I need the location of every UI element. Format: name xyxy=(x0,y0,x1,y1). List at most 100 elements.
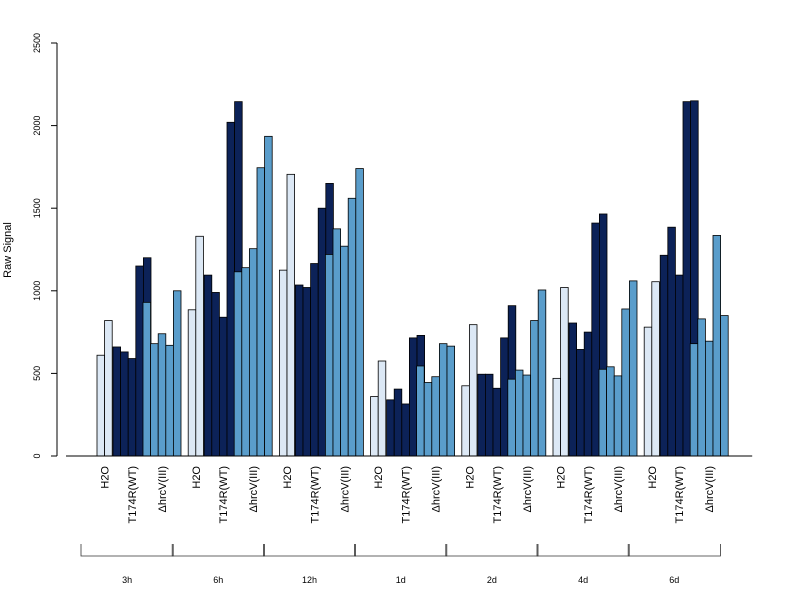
condition-label: T174R(WT) xyxy=(127,466,139,523)
time-brackets: 3h 6h 12h 1d 2d 4d 6d xyxy=(80,544,721,585)
condition-label: H2O xyxy=(191,466,203,489)
bar xyxy=(697,318,706,457)
condition-label: T174R(WT) xyxy=(583,466,595,523)
bar xyxy=(355,168,364,457)
bar xyxy=(629,280,638,457)
condition-label: ΔhrcV(III) xyxy=(522,466,534,512)
bar xyxy=(157,333,167,457)
bar xyxy=(689,343,699,457)
bar xyxy=(386,399,395,457)
bar xyxy=(401,403,410,457)
bar xyxy=(393,388,403,457)
bar xyxy=(720,315,729,457)
bar xyxy=(150,343,159,457)
condition-label: ΔhrcV(III) xyxy=(248,466,260,512)
bar xyxy=(211,292,220,457)
bar xyxy=(431,376,440,457)
bar xyxy=(576,349,585,457)
condition-label: T174R(WT) xyxy=(674,466,686,523)
y-tick-label: 2000 xyxy=(32,116,42,136)
time-bracket xyxy=(263,544,356,557)
bar xyxy=(302,287,311,457)
condition-label: T174R(WT) xyxy=(309,466,321,523)
bar xyxy=(317,207,327,457)
condition-label: ΔhrcV(III) xyxy=(613,466,625,512)
bar xyxy=(583,331,593,457)
bar xyxy=(112,346,121,457)
bar xyxy=(96,354,105,457)
bar xyxy=(127,358,137,457)
bar xyxy=(675,274,684,457)
condition-label: ΔhrcV(III) xyxy=(339,466,351,512)
condition-label: T174R(WT) xyxy=(401,466,413,523)
bar xyxy=(461,385,470,457)
bar xyxy=(484,373,494,457)
bar xyxy=(310,263,319,457)
bar xyxy=(659,254,669,457)
bar xyxy=(172,290,182,457)
y-tick-label: 0 xyxy=(32,453,42,458)
bar xyxy=(591,222,600,457)
bar xyxy=(408,337,418,457)
bar xyxy=(218,316,228,457)
time-bracket xyxy=(536,544,630,557)
time-bracket xyxy=(354,544,448,557)
bar xyxy=(241,267,250,457)
bar xyxy=(264,135,273,457)
bar xyxy=(507,378,516,457)
condition-label: H2O xyxy=(464,466,476,489)
y-axis-title: Raw Signal xyxy=(2,222,14,278)
bar xyxy=(468,324,478,457)
bar xyxy=(233,271,243,457)
condition-label: ΔhrcV(III) xyxy=(704,466,716,512)
y-tick-label: 500 xyxy=(32,366,42,381)
bar xyxy=(416,365,425,457)
bar xyxy=(324,254,334,457)
bar xyxy=(120,351,129,457)
bar xyxy=(643,326,653,457)
condition-label: H2O xyxy=(373,466,385,489)
bar xyxy=(203,274,213,457)
bar xyxy=(286,173,295,457)
bar xyxy=(142,301,151,457)
condition-label: H2O xyxy=(100,466,112,489)
time-bracket xyxy=(627,544,721,557)
bar xyxy=(347,197,357,457)
y-tick-label: 1500 xyxy=(32,198,42,218)
time-label: 3h xyxy=(122,575,132,585)
time-label: 1d xyxy=(396,575,406,585)
condition-labels: H2O T174R(WT) ΔhrcV(III) H2O T174R(WT) ΔhrcV(… xyxy=(100,466,717,524)
time-label: 6d xyxy=(669,575,679,585)
bar xyxy=(226,121,235,457)
time-bracket xyxy=(80,544,174,557)
condition-label: H2O xyxy=(556,466,568,489)
bar xyxy=(477,373,486,457)
condition-label: H2O xyxy=(647,466,659,489)
bar xyxy=(500,337,509,457)
bar xyxy=(621,308,630,457)
condition-label: ΔhrcV(III) xyxy=(157,466,169,512)
condition-label: T174R(WT) xyxy=(218,466,230,523)
bar xyxy=(377,360,387,457)
time-label: 2d xyxy=(487,575,497,585)
bar xyxy=(560,287,569,457)
bar xyxy=(256,167,265,457)
bar xyxy=(705,340,714,457)
time-label: 6h xyxy=(213,575,223,585)
bar xyxy=(248,248,258,457)
bar xyxy=(187,309,197,457)
bar xyxy=(423,382,433,457)
bar xyxy=(712,235,721,457)
bar xyxy=(438,343,448,457)
bar xyxy=(552,377,561,457)
bar xyxy=(667,226,676,457)
bar xyxy=(294,284,304,457)
condition-label: H2O xyxy=(282,466,294,489)
bar xyxy=(135,265,144,457)
bar xyxy=(340,245,349,457)
bar xyxy=(370,396,379,457)
time-bracket xyxy=(445,544,539,557)
bar xyxy=(537,289,547,457)
bars xyxy=(96,100,729,457)
bar xyxy=(522,374,531,457)
